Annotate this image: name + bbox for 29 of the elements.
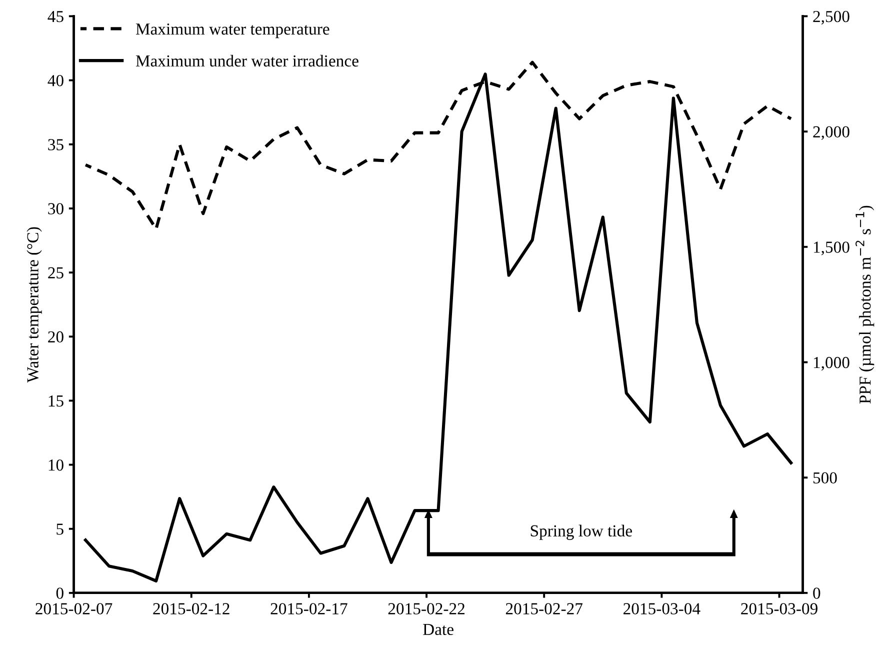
y-tick-label: 5 [56,524,64,535]
x-tick-label: 2015-02-12 [153,603,230,614]
y-tick-label: 15 [48,395,64,407]
y-axis-title: Water temperature (°C) [26,227,42,383]
y2-tick-label: 1,500 [814,242,850,256]
legend-label: Maximum water temperature [136,23,330,38]
y-tick-label: 0 [56,588,64,599]
y-tick-label: 45 [48,11,64,22]
y-tick-label: 25 [48,267,64,278]
y-tick-label: 30 [48,203,64,214]
x-axis-title: Date [423,624,454,636]
y-tick-label: 35 [48,139,64,150]
x-tick-label: 2015-02-22 [388,603,464,614]
annotation: Spring low tide [530,524,632,540]
y-tick-label: 10 [48,459,64,471]
x-tick-label: 2015-03-04 [624,603,700,614]
y-tick-label: 40 [48,74,64,86]
y2-tick-label: 0 [813,588,820,599]
x-tick-label: 2015-02-27 [506,603,582,614]
y-tick-label: 20 [48,331,64,343]
y2-tick-label: 2,500 [813,10,850,25]
y2-tick-label: 1,000 [814,356,850,371]
y2-axis-title: PPF (µmol photons m$^{−2}$ s$^{−1}$) [856,206,874,404]
x-tick-label: 2015-02-17 [270,603,348,614]
y2-tick-label: 500 [813,472,837,484]
x-tick-label: 2015-02-07 [36,603,112,614]
x-tick-label: 2015-03-09 [741,603,818,614]
legend-label: Maximum under water irradience [136,54,358,67]
y2-tick-label: 2,000 [813,126,850,140]
